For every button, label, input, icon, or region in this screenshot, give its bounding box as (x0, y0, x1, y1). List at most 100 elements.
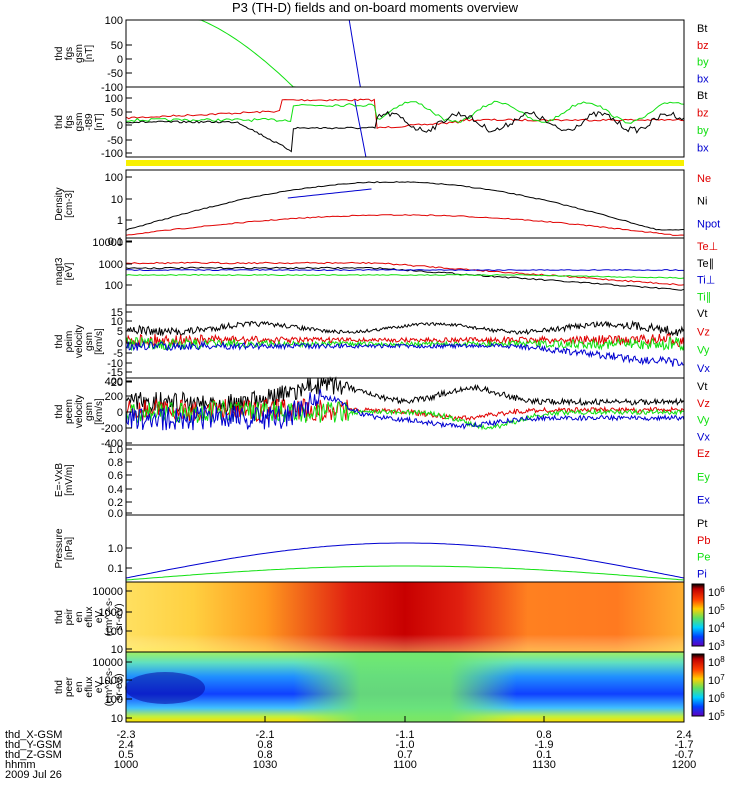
peem-vy-line (125, 399, 685, 431)
peim-vt-line (125, 320, 685, 337)
density-ni-line (125, 181, 685, 231)
xaxis-value: 1100 (393, 759, 417, 771)
fgs_t89-ytick-label: 50 (111, 107, 123, 119)
temperature-legend-0: Te⊥ (697, 241, 718, 253)
peem-ytick-label: 200 (105, 391, 123, 403)
peim-ytick-label: -15 (107, 367, 123, 379)
peer_spec-ylabel: thd peer en eflux eV (cm^2-s-sr-eV) (54, 668, 125, 707)
temperature-ytick-label: 10000 (92, 237, 123, 249)
peem-ylabel-line: gsm (84, 402, 95, 421)
density-ne-line (125, 214, 685, 236)
peim-ylabel-line: thd (54, 335, 65, 349)
t89-bt-line (125, 110, 685, 153)
xaxis-row-label: hhmm (5, 759, 36, 771)
pressure-frame (125, 514, 685, 583)
fgs-ylabel-line: [nT] (84, 45, 95, 62)
t89-bx-line (354, 99, 367, 158)
fgs_t89-legend-2: by (697, 125, 709, 137)
peem-vz-line (125, 397, 685, 423)
peer_spec-ytick-label: 100 (105, 694, 123, 706)
peem-ytick-label: 400 (105, 376, 123, 388)
peir_spec-ylabel-line: en (74, 611, 85, 622)
peem-ylabel-line: [km/s] (94, 398, 105, 425)
peem-legend-2: Vy (697, 415, 710, 427)
fgs_t89-ylabel-line: gsm (74, 113, 85, 132)
pressure-legend-0: Pt (697, 518, 707, 530)
peim-ytick-label: -20 (107, 377, 123, 389)
peir_spec-ylabel-line: (cm^2-s- (104, 598, 115, 637)
xaxis-row-label: thd_Z-GSM (5, 749, 62, 761)
peir_spec-ytick-label: 10 (111, 644, 123, 656)
fgs-ytick-label: 100 (105, 15, 123, 27)
peir_spec-cbar-exponent: 3 (720, 639, 725, 648)
xaxis-value: 1200 (672, 759, 696, 771)
peer_spec-cbar-exponent: 6 (720, 691, 725, 700)
xaxis-value: 0.8 (257, 749, 272, 761)
peir_spec-ylabel: thd peir en eflux eV (cm^2-s-sr-eV) (54, 598, 125, 637)
peem-legend-3: Vx (697, 431, 710, 443)
pressure-legend-1: Pb (697, 535, 710, 547)
density-ylabel-line: Density (54, 187, 65, 220)
peir_spec-ytick-label: 100 (105, 626, 123, 638)
peem-ytick-label: -400 (101, 438, 123, 450)
xaxis-value: 0.8 (536, 729, 551, 741)
pressure-pe-line (125, 565, 685, 581)
fgs-ytick-label: -100 (101, 82, 123, 94)
chart-title: P3 (TH-D) fields and on-board moments ov… (231, 0, 519, 15)
peem-vx-line (125, 389, 685, 431)
temperature-legend-2: Ti⊥ (697, 275, 715, 287)
peer_spec-ytick-label: 10000 (92, 657, 123, 669)
temperature-ylabel-line: [eV] (64, 262, 75, 280)
peir_spec-cbar-label: 106 (708, 585, 725, 599)
xaxis-value: 2.4 (118, 739, 133, 751)
fgs_t89-ylabel-line: -t89 (84, 113, 95, 131)
fgs_t89-ylabel-line: fgs (64, 115, 75, 128)
pressure-ylabel-line: Pressure (54, 528, 65, 568)
pressure-ylabel-line: [nPa] (64, 537, 75, 561)
xaxis-value: 0.7 (397, 749, 412, 761)
t89-by-line (126, 100, 685, 124)
peim-ytick-label: -10 (107, 358, 123, 370)
peer_spec-ylabel-line: sr-eV) (114, 673, 125, 700)
peer_spec-cbar-label: 107 (708, 673, 725, 687)
xaxis-row-label: thd_X-GSM (5, 729, 62, 741)
fgs-legend-1: bz (697, 40, 709, 52)
peer_spec-ylabel-line: (cm^2-s- (104, 668, 115, 707)
fgs-ylabel: thd fgs gsm [nT] (54, 44, 95, 63)
peim-legend-3: Vx (697, 363, 710, 375)
peer_spec-cbar-exponent: 5 (720, 709, 725, 718)
fgs-ylabel-line: fgs (64, 47, 75, 60)
peer_spec-ylabel-line: eflux (84, 676, 95, 697)
density-ylabel: Density [cm-3] (54, 187, 75, 220)
peer_spec-ylabel-line: peer (64, 676, 75, 697)
peir_spec-ylabel-line: peir (64, 608, 75, 625)
xaxis-value: -1.1 (396, 729, 415, 741)
peer_spec-ytick-label: 1000 (99, 675, 123, 687)
te-perp-line (125, 261, 685, 286)
peim-legend-2: Vy (697, 345, 710, 357)
xaxis-value: 0.8 (257, 739, 272, 751)
density-legend-2: Npot (697, 218, 720, 230)
efield-ytick-label: 0.4 (108, 484, 123, 496)
fgs-by-line (126, 19, 299, 88)
peem-ytick-label: -200 (101, 423, 123, 435)
peem-ylabel-line: thd (54, 405, 65, 419)
peir_spec-ylabel-line: eflux (84, 606, 95, 627)
peer_spec-ytick-label: 10 (111, 713, 123, 725)
peim-legend-0: Vt (697, 308, 707, 320)
fgs-ylabel-line: thd (54, 47, 65, 61)
pressure-ylabel: Pressure [nPa] (54, 528, 75, 568)
fgs_t89-legend-3: bx (697, 143, 709, 155)
efield-legend-0: Ez (697, 448, 710, 460)
peim-ylabel-line: velocity (74, 325, 85, 358)
peer_spec-cbar-exponent: 8 (720, 655, 725, 664)
peer_spec-cbar-exponent: 7 (720, 673, 725, 682)
xaxis-value: -0.7 (675, 749, 694, 761)
temperature-ytick-label: 100 (105, 280, 123, 292)
efield-frame (125, 444, 685, 516)
xaxis-value: -1.9 (535, 739, 554, 751)
xaxis-value: -2.1 (256, 729, 275, 741)
peem-legend-0: Vt (697, 381, 707, 393)
peim-ylabel-line: gsm (84, 332, 95, 351)
